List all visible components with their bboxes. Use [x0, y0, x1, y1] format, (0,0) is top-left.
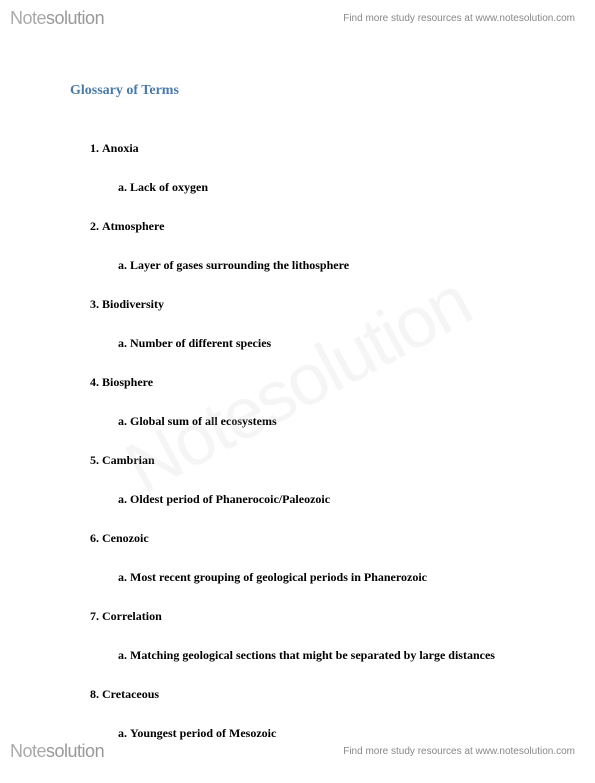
header-tagline: Find more study resources at www.notesol…: [343, 13, 575, 24]
definition-list: Oldest period of Phanerocoic/Paleozoic: [102, 488, 525, 511]
term-label: Correlation: [102, 609, 162, 623]
definition-list: Layer of gases surrounding the lithosphe…: [102, 254, 525, 277]
term-label: Cenozoic: [102, 531, 149, 545]
definition-text: Number of different species: [130, 332, 525, 355]
definition-text: Lack of oxygen: [130, 176, 525, 199]
definition-text: Oldest period of Phanerocoic/Paleozoic: [130, 488, 525, 511]
definition-list: Number of different species: [102, 332, 525, 355]
term-label: Anoxia: [102, 141, 139, 155]
glossary-item: Biodiversity Number of different species: [102, 295, 525, 355]
definition-list: Global sum of all ecosystems: [102, 410, 525, 433]
glossary-list: Anoxia Lack of oxygen Atmosphere Layer o…: [70, 139, 525, 745]
definition-list: Matching geological sections that might …: [102, 644, 525, 667]
term-label: Atmosphere: [102, 219, 164, 233]
definition-list: Lack of oxygen: [102, 176, 525, 199]
glossary-item: Correlation Matching geological sections…: [102, 607, 525, 667]
page-header: Notesolution Find more study resources a…: [0, 0, 595, 33]
brand-logo: Notesolution: [10, 8, 104, 29]
logo-text-bold: solution: [46, 8, 104, 28]
term-label: Biosphere: [102, 375, 153, 389]
glossary-item: Cambrian Oldest period of Phanerocoic/Pa…: [102, 451, 525, 511]
glossary-item: Anoxia Lack of oxygen: [102, 139, 525, 199]
definition-text: Global sum of all ecosystems: [130, 410, 525, 433]
glossary-item: Cenozoic Most recent grouping of geologi…: [102, 529, 525, 589]
logo-text-light: Note: [10, 8, 46, 28]
term-label: Cretaceous: [102, 687, 159, 701]
logo-text-bold: solution: [46, 741, 104, 761]
brand-logo-footer: Notesolution: [10, 741, 104, 762]
footer-tagline: Find more study resources at www.notesol…: [343, 746, 575, 757]
definition-text: Layer of gases surrounding the lithosphe…: [130, 254, 525, 277]
glossary-item: Atmosphere Layer of gases surrounding th…: [102, 217, 525, 277]
document-content: Glossary of Terms Anoxia Lack of oxygen …: [0, 33, 595, 783]
definition-text: Most recent grouping of geological perio…: [130, 566, 525, 589]
definition-text: Matching geological sections that might …: [130, 644, 525, 667]
glossary-item: Cretaceous Youngest period of Mesozoic: [102, 685, 525, 745]
logo-text-light: Note: [10, 741, 46, 761]
term-label: Cambrian: [102, 453, 155, 467]
page-footer: Notesolution Find more study resources a…: [0, 737, 595, 770]
page-title: Glossary of Terms: [70, 83, 525, 99]
term-label: Biodiversity: [102, 297, 164, 311]
glossary-item: Biosphere Global sum of all ecosystems: [102, 373, 525, 433]
definition-list: Most recent grouping of geological perio…: [102, 566, 525, 589]
